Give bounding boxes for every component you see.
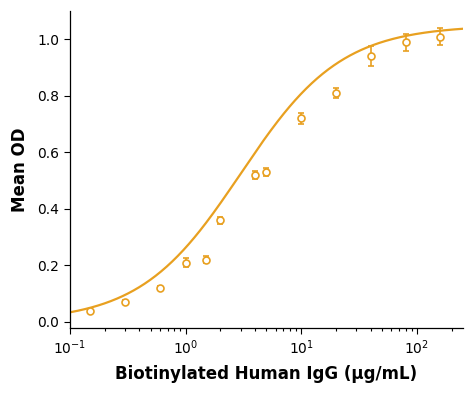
Y-axis label: Mean OD: Mean OD xyxy=(11,127,29,212)
X-axis label: Biotinylated Human IgG (μg/mL): Biotinylated Human IgG (μg/mL) xyxy=(115,365,418,383)
